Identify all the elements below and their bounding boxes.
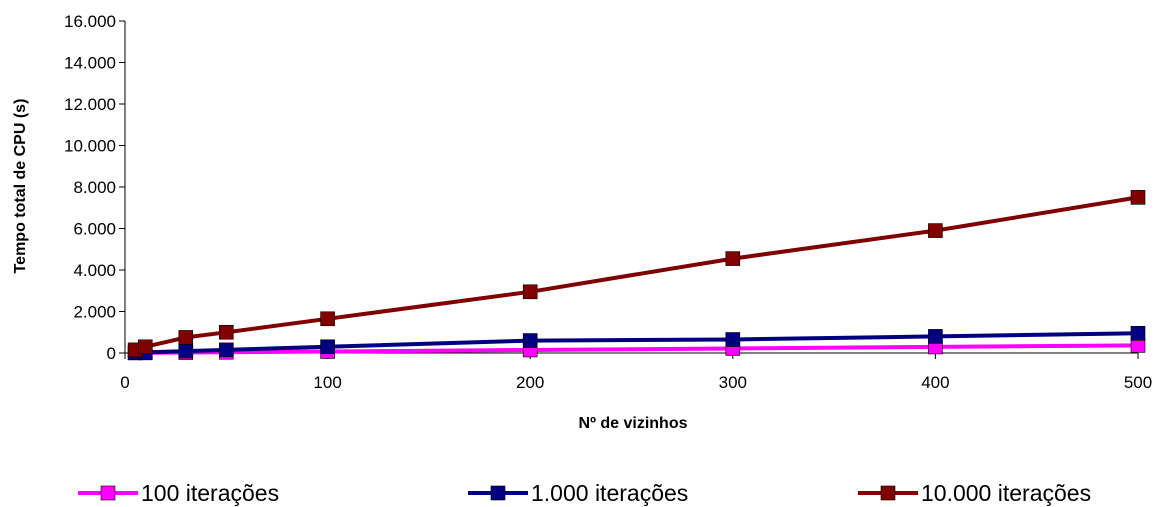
legend-item: 10.000 iterações [858,480,1091,506]
data-point [219,324,234,340]
data-point [928,223,943,238]
data-point [522,284,538,300]
x-tick-label: 0 [120,373,129,392]
series-line [134,195,1139,352]
legend-label: 100 iterações [141,480,279,506]
legend-label: 10.000 iterações [921,480,1091,506]
x-axis-title: Nº de vizinhos [579,415,688,432]
data-point [320,311,335,327]
legend: 100 iterações 1.000 iterações 10.000 itera… [78,480,1091,506]
x-tick-label: 500 [1124,373,1152,392]
x-tick-label: 400 [921,373,949,392]
y-tick-label: 16.000 [64,12,116,31]
data-point [725,251,741,266]
series-layer [127,190,1146,361]
y-tick-label: 6.000 [73,220,116,239]
data-point [928,329,943,344]
legend-marker [100,485,116,501]
x-tick-label: 300 [719,373,747,392]
y-tick-label: 10.000 [64,137,116,156]
data-point [137,339,153,355]
y-axis-ticks: 0 2.000 4.000 6.000 8.000 10.000 12.000 14.000 1… [64,12,125,363]
y-tick-label: 0 [107,344,116,363]
data-point [522,333,538,348]
data-point [725,332,741,347]
data-point [219,342,234,358]
y-tick-label: 12.000 [64,95,116,114]
data-point [1130,190,1146,205]
data-point [178,343,194,359]
x-axis-ticks: 0 100 200 300 400 500 [120,353,1152,392]
legend-item: 1.000 iterações [468,480,688,506]
y-tick-label: 14.000 [64,54,116,73]
legend-item: 100 iterações [78,480,279,506]
legend-marker [490,485,506,501]
y-tick-label: 2.000 [73,303,116,322]
axes [124,21,1138,354]
x-tick-label: 200 [516,373,544,392]
y-tick-label: 8.000 [73,178,116,197]
legend-marker [880,485,896,501]
y-axis-title: Tempo total de CPU (s) [12,99,29,274]
series-2 [127,325,1146,360]
data-point [320,339,335,355]
series-3 [127,190,1146,358]
data-point [1130,325,1146,341]
legend-label: 1.000 iterações [531,480,688,506]
data-point [178,330,194,345]
x-tick-label: 100 [313,373,341,392]
y-tick-label: 4.000 [73,261,116,280]
